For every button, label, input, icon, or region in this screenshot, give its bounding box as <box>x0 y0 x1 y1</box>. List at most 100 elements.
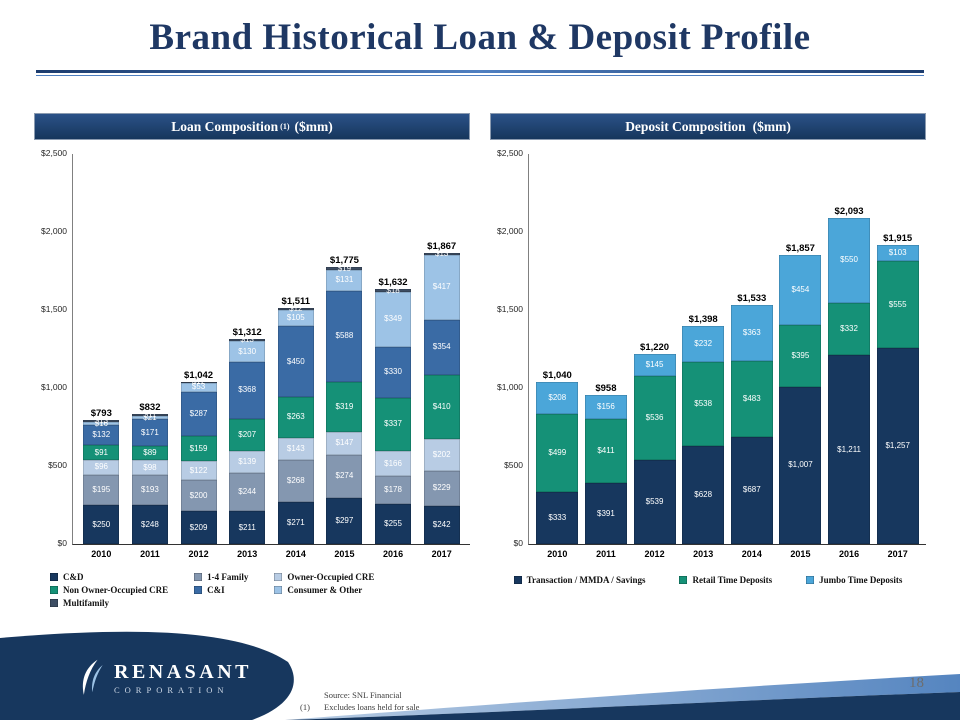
page-number: 18 <box>909 675 924 691</box>
segment-value-label: $499 <box>548 448 567 458</box>
segment-value-label: $538 <box>694 399 713 409</box>
x-axis-year-label: 2014 <box>741 549 762 559</box>
segment-transaction-mmda-savings: $333 <box>536 492 579 544</box>
segment-value-label: $555 <box>888 299 907 309</box>
legend-label: Multifamily <box>63 598 109 608</box>
bar-2011: $832 $248 $193 $98 $89 $171 $21 $11 2011 <box>126 154 175 559</box>
segment-owner-occupied-cre: $96 <box>83 459 120 475</box>
segment-value-label: $178 <box>384 485 402 495</box>
segment-value-label: $536 <box>645 413 664 423</box>
x-axis-year-label: 2013 <box>237 549 258 559</box>
segment-jumbo-time-deposits: $363 <box>730 304 773 362</box>
segment-value-label: $395 <box>791 351 810 361</box>
segment-1-4-family: $268 <box>277 459 314 502</box>
segment-consumer-other: $130 <box>229 341 266 362</box>
segment-c-i: $450 <box>277 326 314 397</box>
segment-value-label: $122 <box>189 465 208 475</box>
segment-value-label: $349 <box>384 314 402 324</box>
y-axis-tick-label: $1,000 <box>497 382 523 392</box>
segment-c-i: $132 <box>83 424 120 446</box>
y-axis-tick-label: $0 <box>513 538 523 548</box>
segment-1-4-family: $193 <box>131 475 168 506</box>
segment-value-label: $18 <box>386 285 400 295</box>
segment-c-i: $588 <box>326 290 363 383</box>
segment-transaction-mmda-savings: $628 <box>682 446 725 544</box>
segment-value-label: $411 <box>597 445 615 455</box>
y-axis-tick-label: $2,000 <box>497 226 523 236</box>
loan-chart-body: $0 $500 $1,000 $1,500 $2,000 $2,500 $793 $250 $… <box>34 148 470 559</box>
footnote-marker: (1) <box>300 702 310 713</box>
legend-swatch-1-4-family <box>194 573 203 581</box>
bar-2014: $1,511 $271 $268 $143 $263 $450 $105 $12 2014 <box>272 154 321 559</box>
y-axis-tick-label: $1,500 <box>497 304 523 314</box>
segment-jumbo-time-deposits: $156 <box>584 394 627 419</box>
x-axis-year-label: 2012 <box>188 549 209 559</box>
segment-jumbo-time-deposits: $454 <box>779 254 822 326</box>
x-axis-year-label: 2017 <box>431 549 452 559</box>
y-axis-tick-label: $2,500 <box>497 148 523 158</box>
segment-transaction-mmda-savings: $391 <box>584 483 627 544</box>
segment-value-label: $244 <box>238 487 257 497</box>
legend-label: Transaction / MMDA / Savings <box>526 575 646 585</box>
y-axis-tick-label: $500 <box>504 460 523 470</box>
segment-value-label: $200 <box>189 490 208 500</box>
x-axis-year-label: 2010 <box>91 549 112 559</box>
bar-stack: $539 $536 $145 <box>633 353 676 544</box>
segment-jumbo-time-deposits: $208 <box>536 381 579 415</box>
footer-wave-navy-tail <box>285 692 960 720</box>
legend-label: Jumbo Time Deposits <box>819 575 903 585</box>
segment-retail-time-deposits: $411 <box>584 418 627 484</box>
bar-2014: $1,533 $687 $483 $363 2014 <box>728 154 777 559</box>
segment-non-owner-occupied-cre: $91 <box>83 445 120 460</box>
segment-value-label: $98 <box>143 462 157 472</box>
segment-c-d: $250 <box>83 505 120 544</box>
segment-transaction-mmda-savings: $539 <box>633 459 676 544</box>
segment-value-label: $131 <box>335 275 354 285</box>
legend-item-consumer-other: Consumer & Other <box>274 585 374 595</box>
segment-value-label: $483 <box>742 394 761 404</box>
segment-value-label: $96 <box>94 462 108 472</box>
segment-value-label: $330 <box>384 367 402 377</box>
segment-retail-time-deposits: $536 <box>633 376 676 460</box>
x-axis-year-label: 2012 <box>644 549 665 559</box>
segment-value-label: $450 <box>286 356 305 366</box>
renasant-swoosh-icon <box>82 659 103 695</box>
y-axis-tick-label: $1,000 <box>41 382 67 392</box>
segment-c-i: $330 <box>375 346 412 399</box>
segment-value-label: $588 <box>335 331 354 341</box>
segment-value-label: $91 <box>94 447 108 457</box>
segment-owner-occupied-cre: $166 <box>375 450 412 477</box>
x-axis-year-label: 2015 <box>790 549 811 559</box>
loan-plot-area: $793 $250 $195 $96 $91 $132 $16 $13 2010 $832 $248… <box>72 154 470 559</box>
legend-swatch-consumer-other <box>274 586 283 594</box>
segment-consumer-other: $53 <box>180 383 217 392</box>
bar-total-label: $1,312 <box>232 327 262 339</box>
segment-non-owner-occupied-cre: $263 <box>277 396 314 438</box>
x-axis-year-label: 2014 <box>285 549 306 559</box>
bar-total-label: $1,857 <box>785 242 815 254</box>
x-axis-year-label: 2017 <box>887 549 908 559</box>
segment-value-label: $354 <box>432 342 451 352</box>
segment-value-label: $208 <box>548 393 567 402</box>
segment-value-label: $13 <box>240 335 254 345</box>
segment-value-label: $193 <box>141 485 159 495</box>
segment-jumbo-time-deposits: $145 <box>633 353 676 377</box>
segment-non-owner-occupied-cre: $207 <box>229 419 266 452</box>
bar-stack: $1,257 $555 $103 <box>876 245 919 544</box>
segment-value-label: $454 <box>791 284 810 294</box>
slide-title: Brand Historical Loan & Deposit Profile <box>149 17 811 58</box>
x-axis-year-label: 2016 <box>839 549 860 559</box>
segment-transaction-mmda-savings: $1,257 <box>876 347 919 544</box>
legend-swatch-c-d <box>50 573 58 581</box>
segment-multifamily: $11 <box>131 411 168 419</box>
segment-value-label: $207 <box>238 430 257 440</box>
segment-value-label: $171 <box>141 427 159 437</box>
legend-label: 1-4 Family <box>207 572 249 582</box>
x-axis-year-label: 2011 <box>140 549 160 559</box>
loan-legend: C&D 1-4 Family Owner-Occupied CRE Non Owner… <box>50 572 470 608</box>
segment-c-d: $248 <box>131 505 168 544</box>
bar-stack: $242 $229 $202 $410 $354 $417 $13 <box>423 249 460 544</box>
segment-non-owner-occupied-cre: $159 <box>180 436 217 462</box>
x-axis-year-label: 2015 <box>334 549 355 559</box>
bar-stack: $209 $200 $122 $159 $287 $53 $12 <box>180 378 217 544</box>
